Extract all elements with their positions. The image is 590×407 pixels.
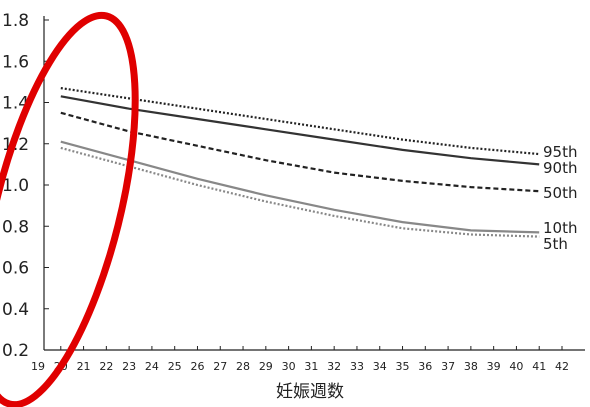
data-point-95th — [538, 153, 540, 155]
data-point-90th — [265, 128, 267, 130]
data-point-50th — [402, 180, 404, 182]
x-tick-label: 34 — [373, 360, 387, 373]
y-tick-label: 1.0 — [2, 176, 29, 196]
data-point-90th — [538, 163, 540, 165]
y-tick-label: 1.6 — [2, 52, 29, 72]
data-point-95th — [402, 139, 404, 141]
data-point-90th — [196, 118, 198, 120]
annotation-ellipse — [0, 11, 139, 407]
legend-label-10th: 10th — [543, 219, 577, 237]
data-point-50th — [538, 190, 540, 192]
series-line-10th — [60, 140, 540, 234]
data-point-50th — [60, 112, 62, 114]
data-point-10th — [402, 221, 404, 223]
legend-label-5th: 5th — [543, 235, 568, 253]
x-tick-label: 42 — [555, 360, 569, 373]
legend-label-95th: 95th — [543, 143, 577, 161]
x-tick-label: 38 — [464, 360, 478, 373]
y-tick-label: 0.2 — [2, 341, 29, 361]
data-point-50th — [196, 145, 198, 147]
series-line-5th — [60, 146, 540, 238]
data-point-95th — [128, 97, 130, 99]
x-tick-label: 30 — [282, 360, 296, 373]
data-point-95th — [265, 118, 267, 120]
data-point-5th — [265, 201, 267, 203]
data-point-95th — [60, 87, 62, 89]
data-point-90th — [128, 108, 130, 110]
data-point-5th — [402, 227, 404, 229]
data-point-5th — [333, 215, 335, 217]
x-tick-label: 23 — [122, 360, 136, 373]
data-point-50th — [470, 186, 472, 188]
data-point-5th — [60, 147, 62, 149]
data-point-90th — [60, 95, 62, 97]
data-point-50th — [333, 172, 335, 174]
series-line-50th — [60, 111, 540, 193]
data-point-10th — [333, 209, 335, 211]
x-tick-label: 35 — [396, 360, 410, 373]
legend-label-90th: 90th — [543, 159, 577, 177]
x-tick-label: 27 — [213, 360, 227, 373]
x-tick-label: 36 — [418, 360, 432, 373]
x-tick-label: 29 — [259, 360, 273, 373]
data-point-95th — [196, 108, 198, 110]
data-point-10th — [60, 141, 62, 143]
x-tick-label: 33 — [350, 360, 364, 373]
y-tick-label: 0.8 — [2, 217, 29, 237]
data-point-5th — [470, 234, 472, 236]
data-point-95th — [470, 147, 472, 149]
x-tick-label: 25 — [168, 360, 182, 373]
data-point-10th — [196, 178, 198, 180]
x-tick-label: 22 — [99, 360, 113, 373]
x-tick-label: 37 — [441, 360, 455, 373]
x-tick-label: 41 — [532, 360, 546, 373]
x-tick-label: 28 — [236, 360, 250, 373]
data-point-5th — [196, 184, 198, 186]
y-tick-label: 0.4 — [2, 300, 29, 320]
legend-label-50th: 50th — [543, 184, 577, 202]
y-tick-label: 1.4 — [2, 94, 29, 114]
data-point-90th — [470, 157, 472, 159]
x-tick-label: 40 — [509, 360, 523, 373]
data-point-95th — [333, 128, 335, 130]
data-point-10th — [538, 231, 540, 233]
data-point-90th — [333, 139, 335, 141]
data-point-50th — [265, 159, 267, 161]
x-tick-label: 21 — [77, 360, 91, 373]
x-tick-label: 31 — [304, 360, 318, 373]
data-point-10th — [265, 194, 267, 196]
x-tick-label: 32 — [327, 360, 341, 373]
x-tick-label: 19 — [31, 360, 45, 373]
y-tick-label: 1.8 — [2, 11, 29, 31]
series-line-90th — [60, 95, 540, 166]
data-point-10th — [470, 229, 472, 231]
x-tick-label: 39 — [487, 360, 501, 373]
series-line-95th — [60, 87, 540, 156]
data-point-90th — [402, 149, 404, 151]
x-axis-label: 妊娠週数 — [276, 382, 344, 402]
x-tick-label: 26 — [190, 360, 204, 373]
data-point-50th — [128, 130, 130, 132]
y-tick-label: 0.6 — [2, 259, 29, 279]
data-point-5th — [538, 236, 540, 238]
x-tick-label: 24 — [145, 360, 159, 373]
